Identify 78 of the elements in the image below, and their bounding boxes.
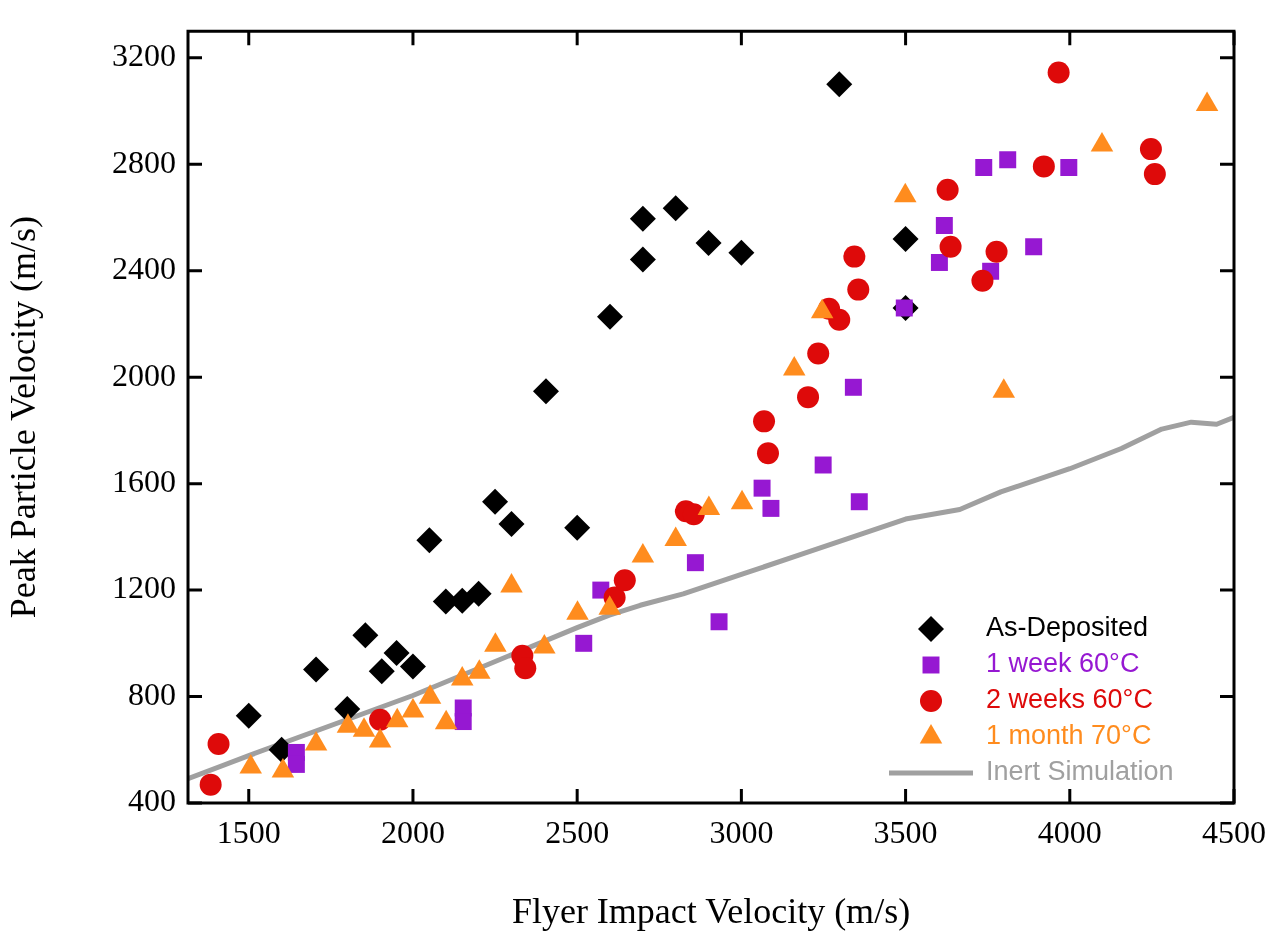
point [352, 622, 379, 649]
point [1032, 155, 1055, 178]
x-tick-label: 2500 [545, 813, 610, 850]
point [199, 773, 222, 796]
y-tick-label: 400 [128, 782, 176, 819]
point [826, 71, 853, 98]
point [999, 151, 1017, 169]
y-axis-title: Peak Particle Velocity (m/s) [3, 215, 44, 619]
point [1025, 238, 1043, 256]
point [1060, 158, 1078, 176]
point [368, 658, 395, 685]
y-tick-label: 1200 [112, 569, 176, 606]
point [465, 580, 492, 607]
x-tick-label: 2000 [380, 813, 445, 850]
point [498, 511, 525, 538]
point [844, 378, 862, 396]
point [807, 342, 830, 365]
point [383, 639, 410, 666]
point [575, 634, 593, 652]
point [975, 158, 993, 176]
point [303, 656, 330, 683]
point [454, 713, 472, 731]
point [892, 226, 919, 253]
x-tick-label: 4000 [1037, 813, 1102, 850]
point [514, 657, 537, 680]
legend-label: 1 month 70°C [986, 720, 1152, 751]
x-tick-label: 1500 [216, 813, 281, 850]
point [686, 554, 704, 572]
point [564, 514, 591, 541]
point [629, 246, 656, 273]
point [482, 488, 509, 515]
point [629, 205, 656, 232]
point [1143, 163, 1166, 186]
point [1047, 61, 1070, 84]
x-tick-label: 3000 [709, 813, 774, 850]
x-tick-label: 3500 [873, 813, 938, 850]
point [753, 410, 776, 433]
point [416, 527, 443, 554]
point [828, 308, 851, 331]
point [369, 708, 392, 731]
y-tick-label: 1600 [112, 463, 176, 500]
y-tick-label: 2400 [112, 250, 176, 287]
point [235, 702, 262, 729]
point [399, 653, 426, 680]
legend-label: 2 weeks 60°C [986, 684, 1153, 715]
point [850, 493, 868, 511]
point [843, 245, 866, 268]
point [287, 755, 305, 773]
point [762, 499, 780, 517]
point [756, 442, 779, 465]
point [728, 239, 755, 266]
legend-label: 1 week 60°C [986, 648, 1140, 679]
point [814, 456, 832, 474]
point [935, 217, 953, 234]
point [710, 613, 728, 631]
point [936, 178, 959, 201]
point [532, 378, 559, 405]
point [930, 253, 948, 271]
point [613, 569, 636, 592]
point [695, 230, 722, 257]
y-tick-label: 2800 [112, 143, 176, 180]
y-tick-label: 2000 [112, 356, 176, 393]
point [847, 278, 870, 301]
point [971, 269, 994, 292]
point [1139, 138, 1162, 161]
y-tick-label: 800 [128, 675, 176, 712]
point [662, 195, 689, 222]
x-axis-title: Flyer Impact Velocity (m/s) [511, 890, 911, 931]
legend-label: As-Deposited [986, 612, 1149, 643]
point [985, 240, 1008, 263]
x-tick-label: 4500 [1202, 813, 1266, 850]
y-tick-label: 3200 [112, 37, 176, 74]
point [207, 732, 230, 755]
point [939, 235, 962, 258]
point [753, 479, 771, 497]
point [797, 386, 820, 409]
legend-label: Inert Simulation [986, 756, 1174, 787]
point [597, 303, 624, 330]
